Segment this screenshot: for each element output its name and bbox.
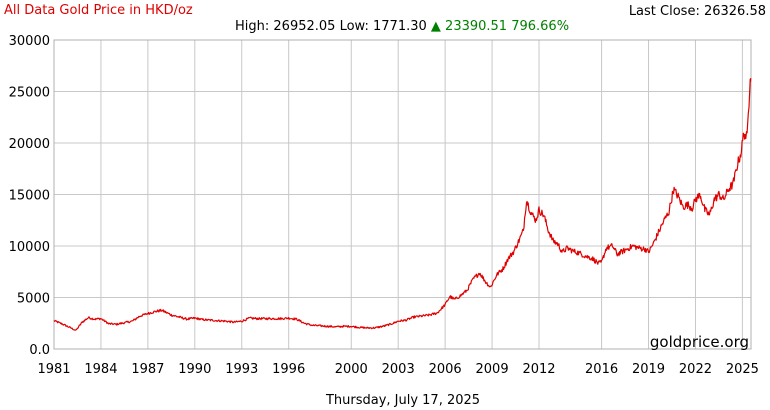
grid-lines — [53, 39, 751, 350]
last-close-label: Last Close: — [629, 4, 700, 19]
y-axis-ticks: 0.0 5000 10000 15000 20000 25000 30000 — [9, 34, 50, 358]
x-tick-label: 1990 — [178, 362, 211, 377]
x-tick-label: 1996 — [272, 362, 305, 377]
y-tick-label: 0.0 — [29, 343, 50, 358]
x-tick-label: 1987 — [131, 362, 164, 377]
high-value: 26952.05 — [273, 19, 335, 34]
x-axis-ticks: 1981 1984 1987 1990 1993 1996 2000 2003 2006 2009… — [37, 362, 758, 377]
low-label: Low: — [340, 19, 369, 34]
low-value: 1771.30 — [373, 19, 427, 34]
x-tick-label: 1984 — [84, 362, 117, 377]
x-tick-label: 2006 — [429, 362, 462, 377]
x-tick-label: 2012 — [522, 362, 555, 377]
x-tick-label: 2022 — [679, 362, 712, 377]
plot-area-frame — [53, 39, 752, 350]
x-tick-label: 2003 — [382, 362, 415, 377]
change-value: 23390.51 — [445, 19, 507, 34]
last-close-value: 26326.58 — [704, 4, 766, 19]
y-tick-label: 5000 — [17, 292, 50, 307]
high-low-summary: High: 26952.05 Low: 1771.30 ▲ 23390.51 7… — [235, 19, 569, 34]
x-tick-label: 2016 — [585, 362, 618, 377]
series-line-gold-price — [53, 78, 752, 331]
x-tick-label: 2009 — [476, 362, 509, 377]
change-up-icon: ▲ — [431, 19, 441, 34]
last-close: Last Close: 26326.58 — [629, 4, 766, 19]
y-tick-label: 25000 — [9, 86, 50, 101]
x-tick-label: 1993 — [225, 362, 258, 377]
change-percent: 796.66% — [511, 19, 569, 34]
y-tick-label: 15000 — [9, 189, 50, 204]
x-tick-label: 1981 — [37, 362, 70, 377]
chart-title: All Data Gold Price in HKD/oz — [4, 3, 193, 18]
x-tick-label: 2000 — [335, 362, 368, 377]
y-tick-label: 30000 — [9, 34, 50, 49]
y-tick-label: 20000 — [9, 137, 50, 152]
high-label: High: — [235, 19, 269, 34]
x-tick-label: 2019 — [632, 362, 665, 377]
x-tick-label: 2025 — [726, 362, 759, 377]
chart-date: Thursday, July 17, 2025 — [325, 393, 480, 408]
y-tick-label: 10000 — [9, 240, 50, 255]
watermark: goldprice.org — [650, 333, 749, 351]
